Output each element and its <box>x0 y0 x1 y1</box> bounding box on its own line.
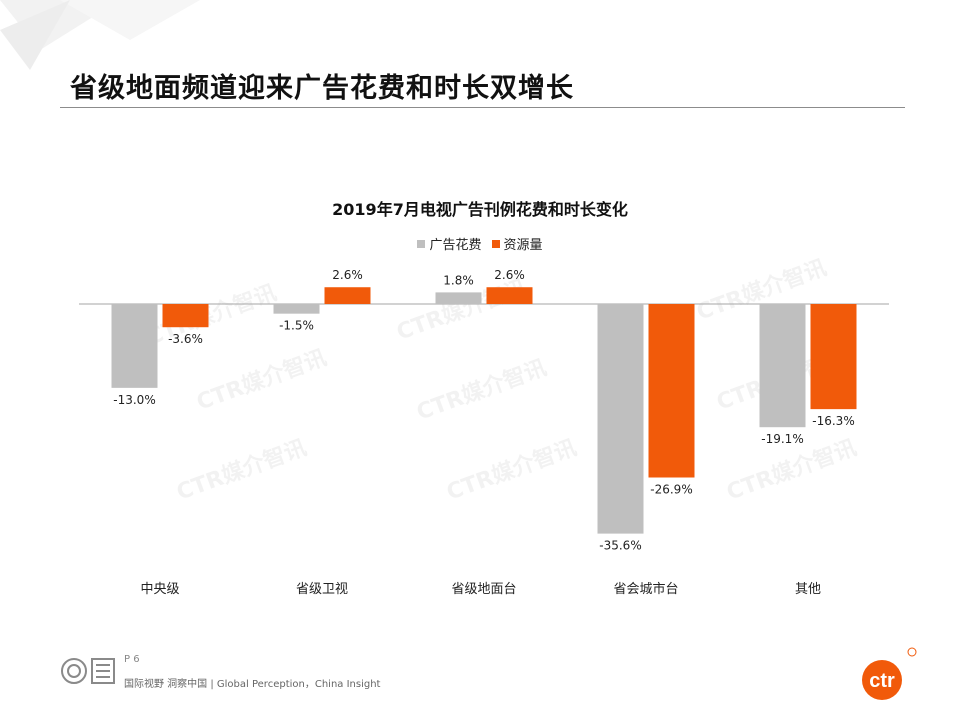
legend-label-spend: 广告花费 <box>429 238 482 253</box>
watermark-text: CTR媒介智讯 <box>173 435 310 506</box>
bar-spend-2 <box>435 292 482 304</box>
bar-spend-3 <box>597 304 644 534</box>
data-label-spend-4: -19.1% <box>761 432 803 446</box>
bar-volume-4 <box>810 304 857 410</box>
footer-tagline: 国际视野 洞察中国 | Global Perception，China Insi… <box>124 679 381 690</box>
bar-volume-3 <box>648 304 695 478</box>
legend-swatch-spend <box>417 239 426 248</box>
watermark-text: CTR媒介智讯 <box>443 435 580 506</box>
category-label-3: 省会城市台 <box>613 581 678 597</box>
bar-spend-1 <box>273 304 320 314</box>
category-label-2: 省级地面台 <box>451 582 516 597</box>
data-label-spend-2: 1.8% <box>443 273 474 287</box>
certification-logos <box>61 658 115 684</box>
chart-legend: 广告花费 资源量 <box>0 234 960 253</box>
ctr-logo-text: ctr <box>869 670 895 692</box>
data-label-volume-0: -3.6% <box>168 332 203 346</box>
category-label-4: 其他 <box>795 582 821 597</box>
category-label-1: 省级卫视 <box>296 582 348 597</box>
page-number: P 6 <box>124 654 140 665</box>
legend-label-volume: 资源量 <box>503 238 543 253</box>
data-label-spend-1: -1.5% <box>279 319 314 333</box>
data-label-spend-0: -13.0% <box>113 393 155 407</box>
bar-spend-4 <box>759 304 806 428</box>
ctr-logo: ctr <box>862 647 917 700</box>
bar-volume-1 <box>324 287 371 304</box>
watermark-text: CTR媒介智讯 <box>413 355 550 426</box>
legend-swatch-volume <box>491 239 500 248</box>
chart-title: 2019年7月电视广告刊例花费和时长变化 <box>332 200 628 219</box>
bar-spend-0 <box>111 304 158 388</box>
data-label-volume-2: 2.6% <box>494 268 525 282</box>
decorative-shapes <box>0 0 200 70</box>
data-label-volume-4: -16.3% <box>812 414 854 428</box>
category-label-0: 中央级 <box>140 582 179 597</box>
data-label-volume-1: 2.6% <box>332 268 363 282</box>
bar-volume-0 <box>162 304 209 328</box>
legend-item-volume: 资源量 <box>491 234 543 253</box>
data-label-volume-3: -26.9% <box>650 483 692 497</box>
page-title: 省级地面频道迎来广告花费和时长双增长 <box>70 73 574 104</box>
bar-volume-2 <box>486 287 533 304</box>
watermark-text: CTR媒介智讯 <box>193 345 330 416</box>
data-label-spend-3: -35.6% <box>599 539 641 553</box>
legend-item-spend: 广告花费 <box>417 234 482 253</box>
title-divider <box>60 107 905 108</box>
